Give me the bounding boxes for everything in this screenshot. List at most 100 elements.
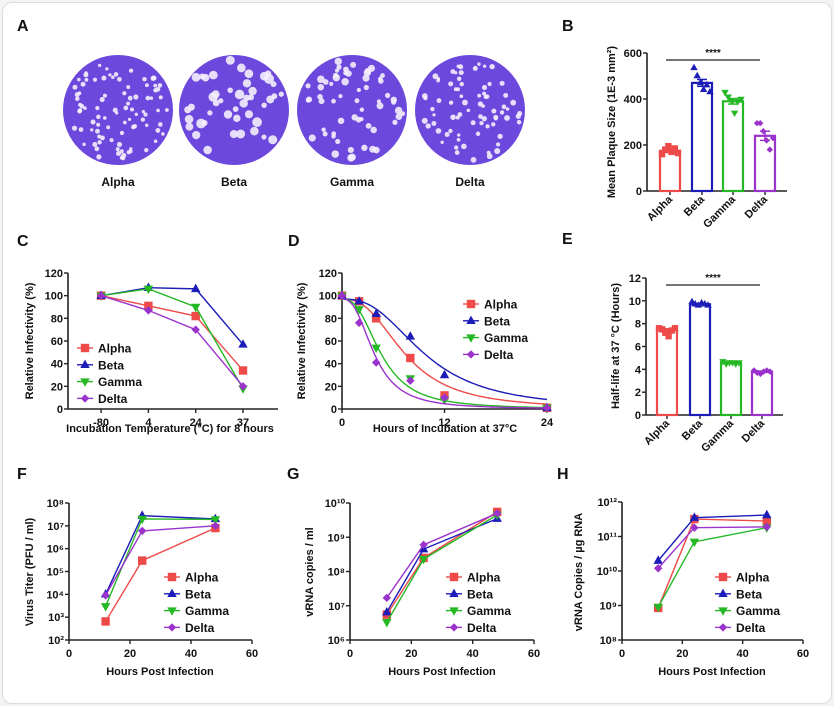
data-point bbox=[762, 509, 772, 519]
plaque bbox=[458, 70, 464, 76]
plaque bbox=[308, 134, 316, 142]
legend-label: Beta bbox=[736, 587, 762, 601]
legend-marker bbox=[167, 607, 177, 616]
legend-label: Delta bbox=[98, 392, 128, 406]
legend-marker bbox=[466, 315, 476, 324]
plaque bbox=[116, 151, 121, 156]
plaque bbox=[191, 72, 201, 82]
x-axis-title: Incubation Temperature (°C) for 8 hours bbox=[66, 423, 274, 435]
plaque bbox=[345, 70, 352, 77]
plaque bbox=[317, 83, 325, 91]
data-point bbox=[382, 606, 392, 616]
series-line bbox=[100, 294, 244, 371]
legend-marker bbox=[718, 607, 728, 616]
legend-marker bbox=[449, 607, 459, 616]
plaque bbox=[479, 120, 484, 126]
x-axis-title: Hours of Incubation at 37°C bbox=[373, 423, 517, 435]
x-tick-label: 24 bbox=[190, 417, 203, 429]
legend-marker bbox=[167, 588, 177, 597]
data-point bbox=[382, 619, 392, 628]
plaque bbox=[122, 120, 127, 125]
legend-item-gamma: Gamma bbox=[463, 331, 528, 345]
plaque bbox=[384, 92, 391, 99]
y-tick-label: 0 bbox=[57, 404, 63, 416]
plaque bbox=[109, 138, 114, 143]
plaque bbox=[128, 149, 133, 154]
plaque bbox=[100, 135, 105, 141]
y-tick-label: 10³ bbox=[48, 612, 64, 624]
data-point bbox=[694, 301, 703, 308]
plaque bbox=[356, 87, 361, 93]
legend-marker bbox=[449, 623, 459, 632]
plaque bbox=[101, 75, 107, 81]
legend-label: Gamma bbox=[98, 375, 142, 389]
plaque bbox=[378, 76, 383, 81]
significance-label: **** bbox=[705, 48, 721, 59]
plaque bbox=[144, 83, 149, 88]
plaque bbox=[97, 140, 102, 145]
y-tick-label: 40 bbox=[51, 359, 63, 371]
plaque bbox=[496, 142, 501, 147]
plaque bbox=[331, 98, 336, 104]
plaque bbox=[96, 122, 101, 127]
series-delta bbox=[96, 291, 248, 391]
legend-item-gamma: Gamma bbox=[164, 604, 229, 618]
plaque bbox=[373, 146, 380, 154]
plaque bbox=[444, 132, 450, 138]
plaque bbox=[122, 91, 127, 96]
plaque bbox=[278, 91, 284, 97]
plaque bbox=[199, 73, 206, 80]
data-point bbox=[699, 85, 708, 92]
plaque bbox=[477, 93, 482, 98]
data-point bbox=[763, 137, 770, 144]
data-point bbox=[735, 360, 743, 367]
panel-label: C bbox=[17, 233, 29, 250]
plaque bbox=[470, 120, 476, 126]
y-tick-label: 120 bbox=[319, 268, 337, 280]
y-tick-label: 120 bbox=[45, 268, 63, 280]
legend-marker bbox=[466, 299, 476, 309]
data-point bbox=[419, 540, 428, 550]
bar-gamma bbox=[719, 361, 743, 417]
data-point bbox=[191, 311, 200, 321]
plaque bbox=[493, 114, 499, 120]
plaque bbox=[98, 63, 102, 68]
data-point bbox=[371, 308, 381, 317]
plaque bbox=[456, 76, 462, 81]
x-tick-label: 0 bbox=[339, 417, 345, 429]
data-point bbox=[727, 97, 736, 105]
panel-label: E bbox=[562, 231, 573, 248]
legend-item-alpha: Alpha bbox=[446, 571, 501, 585]
legend-item-gamma: Gamma bbox=[77, 375, 142, 389]
plaque bbox=[97, 134, 102, 139]
plaque bbox=[370, 126, 377, 134]
data-point bbox=[653, 603, 663, 613]
plaque bbox=[395, 113, 403, 121]
plaque bbox=[248, 86, 257, 96]
plaque bbox=[436, 78, 440, 83]
data-point bbox=[689, 538, 700, 548]
series-beta bbox=[96, 282, 248, 348]
x-tick-label: 20 bbox=[124, 648, 136, 660]
data-point bbox=[144, 301, 153, 311]
plate-beta: Beta bbox=[179, 55, 289, 189]
plaque bbox=[223, 110, 233, 119]
plaque bbox=[140, 117, 146, 122]
y-tick-label: 12 bbox=[629, 273, 641, 285]
data-point bbox=[406, 376, 415, 385]
data-point bbox=[762, 516, 771, 526]
plaque bbox=[96, 154, 102, 160]
data-point bbox=[658, 151, 666, 158]
data-point bbox=[337, 291, 347, 300]
plaque bbox=[102, 116, 107, 120]
plaque bbox=[264, 70, 272, 77]
legend-label: Beta bbox=[467, 587, 493, 601]
plaque bbox=[229, 130, 238, 139]
plate-image bbox=[63, 55, 173, 165]
plaque bbox=[209, 70, 218, 80]
plaque bbox=[305, 97, 311, 103]
panel-label: B bbox=[562, 18, 574, 35]
y-tick-label: 10 bbox=[629, 296, 641, 308]
